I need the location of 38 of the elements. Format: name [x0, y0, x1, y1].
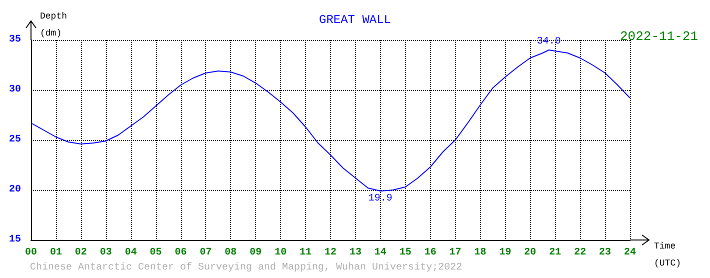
x-tick-label: 04: [124, 248, 137, 258]
x-tick-label: 08: [224, 248, 237, 258]
x-tick-label: 10: [274, 248, 287, 258]
x-tick-label: 20: [524, 248, 536, 258]
x-tick-label: 17: [449, 248, 462, 258]
x-tick-label: 07: [200, 248, 212, 258]
x-tick-label: 15: [399, 248, 412, 258]
text: Chinese Antarctic Center of Surveying and Mapping, Wuhan University;2022: [30, 262, 462, 274]
chart-title: GREAT WALL: [318, 13, 392, 27]
x-tick-label: 01: [50, 248, 62, 258]
x-tick-label: 13: [349, 248, 362, 258]
y-tick-label: 25: [8, 134, 21, 146]
x-tick-label: 09: [250, 248, 262, 258]
x-tick-label: 02: [74, 248, 87, 258]
text: 2022-11-21: [620, 29, 698, 44]
x-tick-label: 16: [424, 248, 436, 258]
x-tick-label: 24: [624, 248, 636, 258]
x-tick-label: 06: [174, 248, 187, 258]
x-tick-label: 14: [374, 248, 386, 258]
x-tick-label: 18: [474, 248, 486, 258]
x-tick-label: 03: [100, 248, 112, 258]
y-tick-label: 35: [8, 34, 21, 46]
line-series: [30, 50, 630, 192]
x-tick-label: 22: [574, 248, 586, 258]
y-tick-label: 20: [8, 184, 21, 196]
y-tick-label: 15: [8, 234, 21, 246]
annotation: 19.9: [368, 194, 392, 204]
x-tick-label: 23: [599, 248, 612, 258]
annotation: 34.0: [536, 36, 561, 48]
x-tick-label: 19: [499, 248, 512, 258]
x-tick-label: 05: [150, 248, 162, 258]
x-tick-label: 12: [324, 248, 337, 258]
y-axis-title: Depth (dm): [40, 12, 68, 38]
x-tick-label: 21: [549, 248, 562, 258]
x-tick-label: 11: [300, 248, 312, 258]
x-axis-title: Time (UTC): [654, 242, 682, 268]
x-tick-label: 00: [24, 248, 38, 258]
y-tick-label: 30: [8, 84, 21, 96]
